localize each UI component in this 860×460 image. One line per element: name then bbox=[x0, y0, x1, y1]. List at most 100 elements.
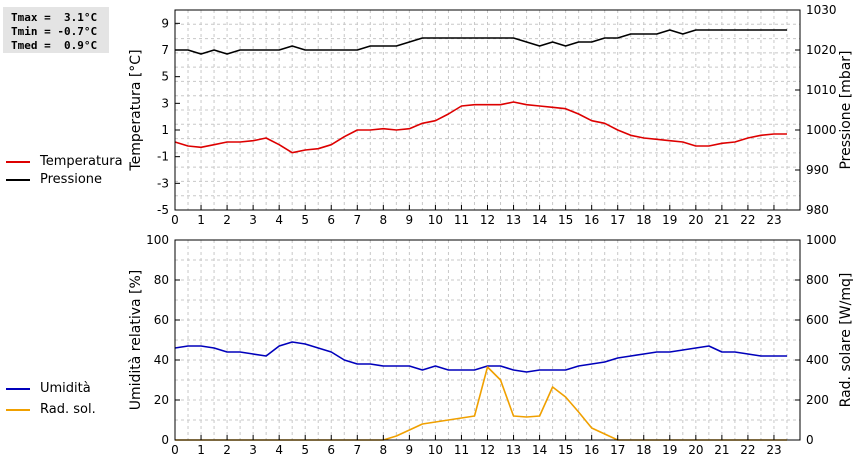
x-tick-label: 23 bbox=[766, 443, 781, 457]
y-axis-label: Umidità relativa [%] bbox=[128, 270, 144, 411]
x-tick-label: 7 bbox=[353, 443, 361, 457]
x-tick-label: 7 bbox=[353, 213, 361, 227]
y-tick-label: 9 bbox=[161, 16, 169, 30]
y2-tick-label: 1000 bbox=[806, 123, 837, 137]
x-tick-label: 12 bbox=[480, 213, 495, 227]
y2-tick-label: 1010 bbox=[806, 83, 837, 97]
x-tick-label: 19 bbox=[662, 213, 677, 227]
x-tick-label: 21 bbox=[714, 443, 729, 457]
x-tick-label: 22 bbox=[740, 213, 755, 227]
x-tick-label: 13 bbox=[506, 213, 521, 227]
x-tick-label: 0 bbox=[171, 443, 179, 457]
y-tick-label: 0 bbox=[161, 433, 169, 447]
x-tick-label: 14 bbox=[532, 213, 547, 227]
legend-temperatura: Temperatura bbox=[6, 154, 123, 169]
stat-tmed: Tmed = 0.9°C bbox=[11, 39, 98, 52]
y-tick-label: -3 bbox=[157, 176, 169, 190]
y-tick-label: 80 bbox=[154, 273, 169, 287]
y2-tick-label: 800 bbox=[806, 273, 829, 287]
y-tick-label: 7 bbox=[161, 43, 169, 57]
y-tick-label: -5 bbox=[157, 203, 169, 217]
legend-swatch-rad-sol bbox=[6, 408, 30, 411]
series-line-pressione bbox=[175, 29, 787, 55]
x-tick-label: 12 bbox=[480, 443, 495, 457]
x-tick-label: 10 bbox=[428, 443, 443, 457]
legend-pressione: Pressione bbox=[6, 172, 102, 187]
x-tick-label: 2 bbox=[223, 213, 231, 227]
y2-tick-label: 400 bbox=[806, 353, 829, 367]
series-line-temperatura bbox=[174, 101, 787, 154]
x-tick-label: 17 bbox=[610, 213, 625, 227]
x-tick-label: 6 bbox=[327, 213, 335, 227]
y-axis-label: Temperatura [°C] bbox=[128, 49, 144, 171]
y2-tick-label: 1000 bbox=[806, 233, 837, 247]
x-tick-label: 22 bbox=[740, 443, 755, 457]
y-tick-label: 40 bbox=[154, 353, 169, 367]
y-tick-label: 1 bbox=[161, 123, 169, 137]
x-tick-label: 8 bbox=[380, 443, 388, 457]
y-tick-label: 5 bbox=[161, 70, 169, 84]
y2-tick-label: 0 bbox=[806, 433, 814, 447]
x-tick-label: 8 bbox=[380, 213, 388, 227]
x-tick-label: 10 bbox=[428, 213, 443, 227]
x-tick-label: 4 bbox=[275, 213, 283, 227]
y2-tick-label: 200 bbox=[806, 393, 829, 407]
x-tick-label: 16 bbox=[584, 213, 599, 227]
x-tick-label: 23 bbox=[766, 213, 781, 227]
legend-swatch-temperatura bbox=[6, 160, 30, 163]
y-tick-label: 3 bbox=[161, 96, 169, 110]
x-tick-label: 3 bbox=[249, 443, 257, 457]
y2-tick-label: 990 bbox=[806, 163, 829, 177]
x-tick-label: 1 bbox=[197, 443, 205, 457]
x-tick-label: 0 bbox=[171, 213, 179, 227]
y-tick-label: 100 bbox=[146, 233, 169, 247]
x-tick-label: 18 bbox=[636, 213, 651, 227]
legend-swatch-pressione bbox=[6, 178, 30, 181]
legend-label-umidita: Umidità bbox=[40, 381, 91, 396]
stat-tmin: Tmin = -0.7°C bbox=[11, 25, 98, 38]
y2-tick-label: 1020 bbox=[806, 43, 837, 57]
y2-tick-label: 1030 bbox=[806, 3, 837, 17]
x-tick-label: 9 bbox=[406, 213, 414, 227]
x-tick-label: 1 bbox=[197, 213, 205, 227]
stat-tmax: Tmax = 3.1°C bbox=[11, 11, 98, 24]
x-tick-label: 14 bbox=[532, 443, 547, 457]
x-tick-label: 16 bbox=[584, 443, 599, 457]
legend-umidita: Umidità bbox=[6, 381, 91, 396]
legend-rad-sol: Rad. sol. bbox=[6, 402, 96, 417]
x-tick-label: 11 bbox=[454, 443, 469, 457]
x-tick-label: 19 bbox=[662, 443, 677, 457]
x-tick-label: 4 bbox=[275, 443, 283, 457]
x-tick-label: 6 bbox=[327, 443, 335, 457]
x-tick-label: 15 bbox=[558, 443, 573, 457]
x-tick-label: 20 bbox=[688, 213, 703, 227]
y2-tick-label: 980 bbox=[806, 203, 829, 217]
x-tick-label: 20 bbox=[688, 443, 703, 457]
x-tick-label: 15 bbox=[558, 213, 573, 227]
legend-label-pressione: Pressione bbox=[40, 172, 103, 187]
x-tick-label: 2 bbox=[223, 443, 231, 457]
legend-label-rad-sol: Rad. sol. bbox=[40, 402, 96, 417]
stats-box: Tmax = 3.1°C Tmin = -0.7°C Tmed = 0.9°C bbox=[3, 7, 109, 53]
y2-axis-label: Pressione [mbar] bbox=[838, 50, 854, 169]
y2-axis-label: Rad. solare [W/mq] bbox=[838, 273, 854, 408]
temperature-pressure-chart: 0 1 2 3 4 5 6 7 8 9 10 11 12 13 14 15 16 17 18 19 20 21 22 23-5… bbox=[128, 3, 854, 227]
humidity-radiation-chart: 0 1 2 3 4 5 6 7 8 9 10 11 12 13 14 15 16 17 18 19 20 21 22 2302… bbox=[128, 233, 854, 457]
y2-tick-label: 600 bbox=[806, 313, 829, 327]
y-tick-label: -1 bbox=[157, 150, 169, 164]
y-tick-label: 20 bbox=[154, 393, 169, 407]
x-tick-label: 11 bbox=[454, 213, 469, 227]
x-tick-label: 13 bbox=[506, 443, 521, 457]
x-tick-label: 3 bbox=[249, 213, 257, 227]
x-tick-label: 18 bbox=[636, 443, 651, 457]
x-tick-label: 5 bbox=[301, 443, 309, 457]
x-tick-label: 9 bbox=[406, 443, 414, 457]
legend-swatch-umidita bbox=[6, 387, 30, 390]
legend-label-temperatura: Temperatura bbox=[40, 154, 123, 169]
x-tick-label: 21 bbox=[714, 213, 729, 227]
x-tick-label: 17 bbox=[610, 443, 625, 457]
y-tick-label: 60 bbox=[154, 313, 169, 327]
x-tick-label: 5 bbox=[301, 213, 309, 227]
series-line-umidit bbox=[174, 341, 787, 373]
